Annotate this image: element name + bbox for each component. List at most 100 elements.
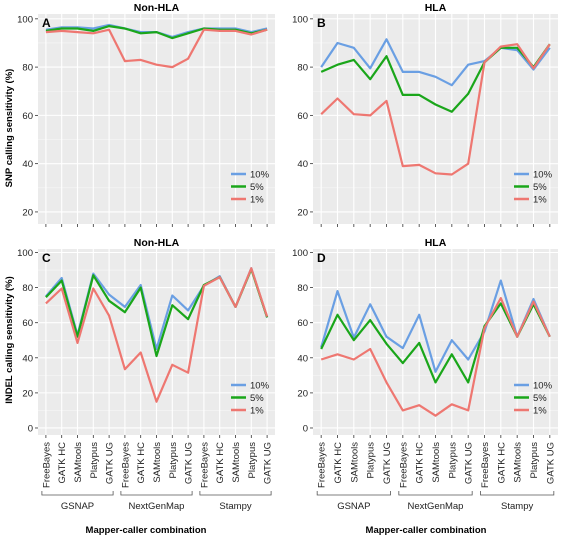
panel-b: HLA 20 40 60 80 100 10%5% 1% B [292, 2, 558, 227]
x-tick-label: SAMtools [349, 442, 360, 483]
x-tick-label: FreeBayes [120, 442, 131, 488]
legend-label: 10% [533, 170, 553, 181]
y-tick-label: 60 [297, 318, 308, 329]
series-line-5pct [45, 25, 268, 40]
series-line-5pct [320, 43, 551, 113]
x-tick-label: GATK UG [105, 442, 116, 484]
x-tick-label: SAMtools [513, 442, 524, 483]
group-bracket [41, 491, 114, 496]
y-tick-label: 80 [22, 63, 33, 74]
y-tick-label: 20 [22, 388, 33, 399]
x-tick-label: GATK UG [263, 442, 274, 484]
x-tick-label: SAMtools [73, 442, 84, 483]
x-axis-label-right: Mapper-caller combination [366, 525, 487, 536]
group-bracket [316, 491, 391, 496]
panel-title: HLA [425, 2, 447, 14]
x-tick-label: GATK HC [215, 442, 226, 484]
y-axis-label-snp: SNP calling sensitivity (%) [4, 69, 15, 188]
legend-label: 1% [533, 406, 547, 417]
legend-label: 5% [250, 182, 264, 193]
legend-label: 1% [250, 195, 264, 206]
series-line-1pct [320, 43, 551, 176]
legend-label: 10% [533, 381, 553, 392]
panel-letter: D [317, 251, 326, 265]
x-tick-label: GATK UG [464, 442, 475, 484]
x-tick-label: SAMtools [152, 442, 163, 483]
panel-title: Non-HLA [134, 2, 180, 14]
y-tick-label: 0 [28, 423, 33, 434]
y-tick-label: 20 [297, 388, 308, 399]
series-line-10pct [320, 279, 551, 373]
panel-letter: A [42, 16, 51, 30]
group-label: NextGenMap [129, 501, 185, 512]
legend-label: 10% [250, 170, 270, 181]
legend-label: 1% [533, 195, 547, 206]
series-line-1pct [45, 267, 269, 403]
y-tick-label: 0 [303, 423, 308, 434]
x-tick-label: FreeBayes [317, 442, 328, 488]
series-line-10pct [320, 38, 551, 87]
group-bracket [480, 491, 555, 496]
x-tick-label: GATK UG [545, 442, 556, 484]
x-tick-label: Platypus [529, 442, 540, 479]
x-tick-label: Platypus [447, 442, 458, 479]
x-axis-label-left: Mapper-caller combination [86, 525, 207, 536]
y-tick-label: 60 [22, 318, 33, 329]
series-line-1pct [45, 28, 268, 69]
legend-label: 10% [250, 381, 270, 392]
y-tick-label: 80 [22, 283, 33, 294]
x-tick-label: FreeBayes [480, 442, 491, 488]
group-label: GSNAP [337, 501, 370, 512]
x-tick-label: Platypus [247, 442, 258, 479]
group-label: NextGenMap [408, 501, 464, 512]
group-label: Stampy [219, 501, 251, 512]
x-tick-label: SAMtools [431, 442, 442, 483]
panel-c: Non-HLA 0 20 40 60 80 100 10%5% 1% C FreeBayes GATK… [17, 237, 275, 512]
x-tick-label: GATK UG [184, 442, 195, 484]
y-tick-label: 60 [297, 111, 308, 122]
x-tick-label: FreeBayes [398, 442, 409, 488]
y-tick-label: 60 [22, 111, 33, 122]
y-tick-label: 100 [292, 248, 308, 259]
group-bracket [199, 491, 272, 496]
panel-letter: B [317, 16, 326, 30]
legend-label: 5% [533, 182, 547, 193]
y-tick-label: 80 [297, 63, 308, 74]
x-tick-label: Platypus [89, 442, 100, 479]
y-tick-label: 20 [297, 207, 308, 218]
group-label: Stampy [501, 501, 533, 512]
group-label: GSNAP [61, 501, 94, 512]
x-tick-label: FreeBayes [41, 442, 52, 488]
y-tick-label: 100 [17, 248, 33, 259]
panel-letter: C [42, 251, 51, 265]
x-tick-label: GATK HC [57, 442, 68, 484]
y-axis-label-indel: INDEL calling sensitivity (%) [4, 276, 15, 404]
x-tick-label: GATK UG [382, 442, 393, 484]
series-line-1pct [320, 297, 551, 417]
group-bracket [120, 491, 193, 496]
y-tick-label: 100 [292, 14, 308, 25]
x-tick-label: Platypus [168, 442, 179, 479]
x-tick-label: GATK HC [136, 442, 147, 484]
x-tick-label: GATK HC [415, 442, 426, 484]
legend-label: 5% [250, 393, 264, 404]
x-tick-label: GATK HC [333, 442, 344, 484]
x-tick-label: Platypus [366, 442, 377, 479]
y-tick-label: 40 [297, 353, 308, 364]
panel-d: HLA 0 20 40 60 80 100 10%5% 1% D FreeBayes GATK HC S… [292, 237, 558, 512]
y-tick-label: 40 [22, 159, 33, 170]
group-bracket [398, 491, 473, 496]
y-tick-label: 40 [297, 159, 308, 170]
y-tick-label: 20 [22, 207, 33, 218]
panel-a: Non-HLA 20 40 60 80 100 10%5% 1% A [17, 2, 275, 227]
legend-label: 5% [533, 393, 547, 404]
y-tick-label: 40 [22, 353, 33, 364]
x-tick-label: FreeBayes [199, 442, 210, 488]
panel-title: Non-HLA [134, 237, 180, 249]
y-tick-label: 80 [297, 283, 308, 294]
x-tick-label: SAMtools [231, 442, 242, 483]
panel-title: HLA [425, 237, 447, 249]
y-tick-label: 100 [17, 14, 33, 25]
legend-label: 1% [250, 406, 264, 417]
